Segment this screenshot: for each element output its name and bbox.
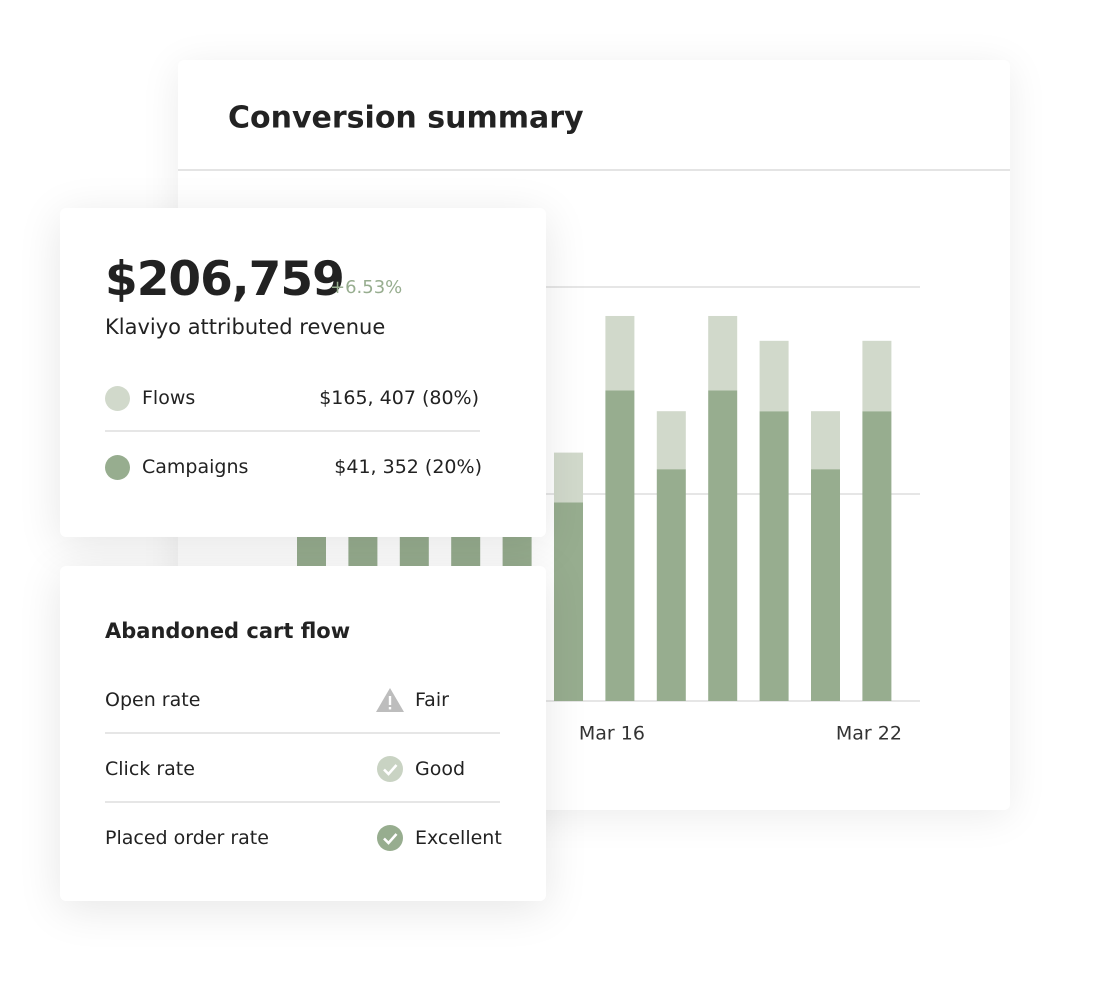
bar <box>656 411 686 470</box>
legend-dot <box>105 386 130 411</box>
metric: Open rate <box>105 689 201 711</box>
status: Excellent <box>415 827 502 849</box>
bar <box>656 469 686 701</box>
revenue-total: $206,759 <box>105 252 345 307</box>
flow-card: Abandoned cart flow Open rate Fair Click… <box>60 566 546 901</box>
legend-value: $165, 407 (80%) <box>319 387 479 409</box>
bar <box>862 411 892 701</box>
bar <box>708 315 738 391</box>
legend-name: Flows <box>142 387 196 409</box>
bar <box>862 340 892 412</box>
divider <box>105 430 480 432</box>
bar <box>811 411 840 470</box>
status: Fair <box>415 689 449 711</box>
card-title: Conversion summary <box>228 101 584 136</box>
bar <box>759 340 789 412</box>
revenue-label: Klaviyo attributed revenue <box>105 315 386 339</box>
legend-dot <box>105 455 130 480</box>
revenue-card: $206,759 +6.53% Klaviyo attributed reven… <box>60 208 546 537</box>
excellent-icon <box>377 825 403 851</box>
bar <box>554 452 583 503</box>
good-icon <box>377 756 403 782</box>
bar <box>605 315 635 391</box>
x-tick-label: Mar 16 <box>579 723 645 745</box>
divider <box>105 732 500 734</box>
bar <box>605 390 635 701</box>
bar <box>811 469 840 701</box>
divider <box>105 801 500 803</box>
bar <box>759 411 789 701</box>
flow-title: Abandoned cart flow <box>105 619 351 643</box>
bar <box>708 390 738 701</box>
metric: Placed order rate <box>105 827 269 849</box>
legend-name: Campaigns <box>142 456 249 478</box>
bar <box>554 502 583 701</box>
fair-icon <box>376 688 404 712</box>
x-tick-label: Mar 22 <box>836 723 902 745</box>
revenue-change: +6.53% <box>330 277 403 298</box>
metric: Click rate <box>105 758 195 780</box>
status: Good <box>415 758 466 780</box>
legend-value: $41, 352 (20%) <box>334 456 482 478</box>
